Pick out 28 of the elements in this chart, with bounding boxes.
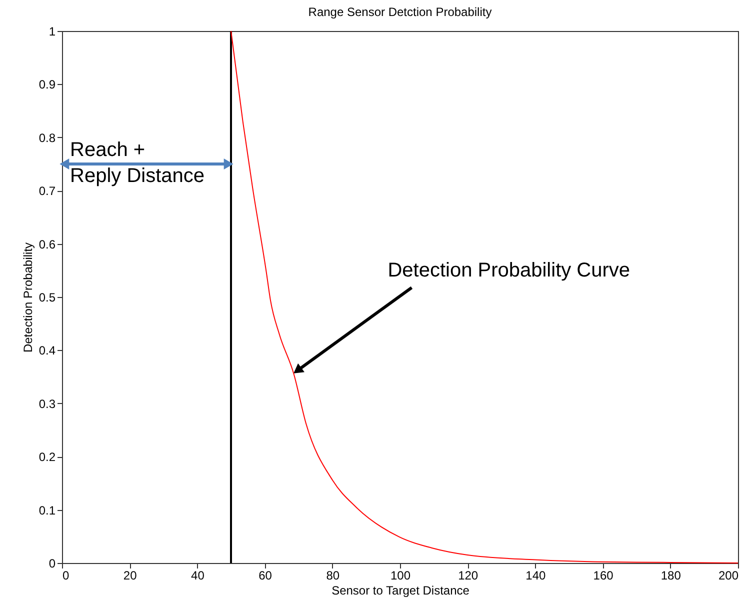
y-tick-label: 1 [48,24,56,38]
line-series [230,30,738,564]
y-tick-label: 0.7 [38,184,56,198]
x-tick-label: 120 [458,568,478,582]
chart-title: Range Sensor Detction Probability [308,5,492,19]
x-tick-label: 60 [258,568,272,582]
y-tick-label: 0.3 [38,396,56,411]
x-tick-label: 40 [191,568,205,582]
y-tick-label: 0.8 [38,130,56,145]
x-tick-label: 20 [123,568,138,582]
y-tick-label: 0.5 [38,290,56,304]
x-axis-title: Sensor to Target Distance [332,584,470,598]
y-tick-label: 0.9 [38,78,56,92]
annotation: Reach + Reply Distance [70,139,205,187]
y-tick-label: 0 [48,556,56,570]
x-tick-label: 80 [326,568,340,582]
x-tick-label: 100 [390,568,411,582]
x-tick-label: 200 [718,568,739,582]
y-tick-label: 0.1 [38,503,56,518]
x-tick-label: 140 [526,568,546,582]
annotation: Detection Probability Curve [388,260,630,282]
y-tick-label: 0.4 [38,344,56,358]
x-tick-label: 180 [660,568,682,582]
y-axis-title: Detection Probability [20,242,35,353]
x-tick-label: 0 [62,568,70,582]
y-tick-label: 0.2 [38,450,56,464]
y-tick-label: 0.6 [38,237,56,252]
x-tick-label: 160 [593,568,614,582]
